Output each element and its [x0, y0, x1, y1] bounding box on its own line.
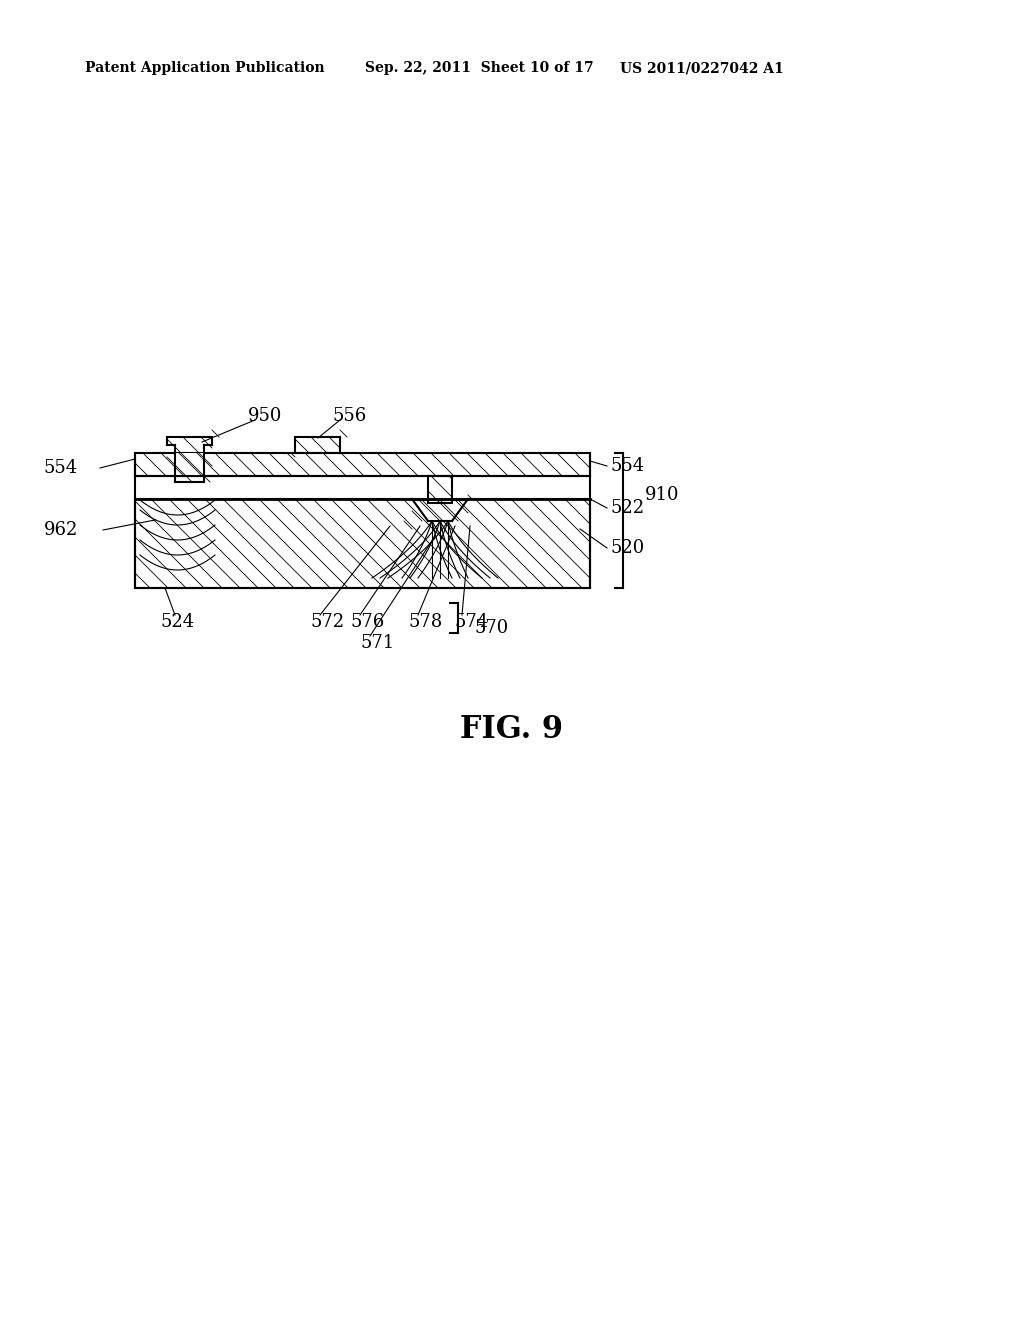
Text: 522: 522	[610, 499, 644, 517]
Text: 962: 962	[44, 521, 78, 539]
Bar	[175, 453, 204, 477]
Text: 950: 950	[248, 407, 283, 425]
Text: US 2011/0227042 A1: US 2011/0227042 A1	[620, 61, 783, 75]
Text: 572: 572	[310, 612, 344, 631]
Text: 574: 574	[455, 612, 489, 631]
Text: 578: 578	[408, 612, 442, 631]
Text: 524: 524	[160, 612, 195, 631]
Text: 554: 554	[610, 457, 644, 475]
Bar	[428, 477, 452, 503]
Text: Patent Application Publication: Patent Application Publication	[85, 61, 325, 75]
Text: 570: 570	[475, 619, 509, 638]
Text: 554: 554	[44, 459, 78, 477]
Text: 520: 520	[610, 539, 644, 557]
Text: 576: 576	[350, 612, 384, 631]
Text: Sep. 22, 2011  Sheet 10 of 17: Sep. 22, 2011 Sheet 10 of 17	[365, 61, 594, 75]
Text: FIG. 9: FIG. 9	[461, 714, 563, 746]
Bar	[135, 453, 590, 477]
Text: 571: 571	[360, 634, 394, 652]
Bar	[135, 499, 590, 587]
Text: 910: 910	[645, 486, 680, 504]
Text: 556: 556	[333, 407, 368, 425]
